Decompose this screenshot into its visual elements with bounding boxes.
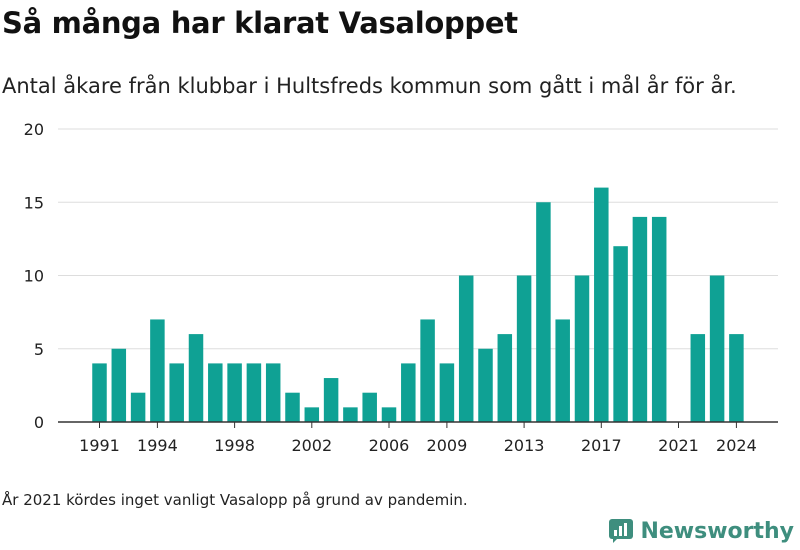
bar-2023 <box>709 275 725 422</box>
bar-2015 <box>555 319 570 422</box>
brand-name: Newsworthy <box>640 518 794 544</box>
x-tick-label: 2013 <box>504 436 545 455</box>
footnote: År 2021 kördes inget vanligt Vasalopp på… <box>2 491 468 509</box>
bar-2010 <box>458 275 474 422</box>
bar-2000 <box>265 363 281 422</box>
y-tick-label: 0 <box>34 413 44 432</box>
x-tick-label: 2017 <box>581 436 622 455</box>
bar-2002 <box>304 407 320 422</box>
bar-2003 <box>323 378 339 422</box>
bar-2019 <box>632 216 648 422</box>
bar-2011 <box>478 348 493 422</box>
grid-lines <box>58 128 778 350</box>
bar-2008 <box>420 319 435 422</box>
bar-2018 <box>613 246 628 422</box>
bar-2004 <box>343 407 358 422</box>
x-tick-label: 1991 <box>79 436 120 455</box>
x-tick-label: 2024 <box>716 436 757 455</box>
x-tick-label: 2006 <box>369 436 410 455</box>
x-tick-label: 1998 <box>214 436 255 455</box>
newsworthy-logo-icon <box>609 519 634 543</box>
bar-1991 <box>92 363 107 422</box>
x-tick-label: 2021 <box>658 436 699 455</box>
bar-2007 <box>401 363 416 422</box>
bar-1998 <box>227 363 242 422</box>
chart-title: Så många har klarat Vasaloppet <box>2 6 518 40</box>
x-tick-label: 2009 <box>427 436 468 455</box>
bar-2006 <box>381 407 397 422</box>
bar-1992 <box>111 348 127 422</box>
brand-logo: Newsworthy <box>608 518 794 544</box>
bar-1997 <box>208 363 223 422</box>
y-axis-ticks: 0 5 10 15 20 <box>24 120 44 432</box>
bar-2016 <box>574 275 590 422</box>
bar-2022 <box>690 334 706 422</box>
bar-2024 <box>729 334 744 422</box>
bars <box>92 187 744 422</box>
bar-2009 <box>439 363 455 422</box>
bar-2017 <box>594 187 609 422</box>
x-tick-label: 2002 <box>291 436 332 455</box>
bar-2013 <box>516 275 532 422</box>
bar-2001 <box>285 392 300 422</box>
bar-1994 <box>150 319 165 422</box>
bar-1995 <box>169 363 184 422</box>
bar-2012 <box>497 334 513 422</box>
y-tick-label: 5 <box>34 340 44 359</box>
bar-2014 <box>536 202 551 422</box>
bar-1996 <box>188 334 204 422</box>
chart-subtitle: Antal åkare från klubbar i Hultsfreds ko… <box>2 74 737 98</box>
y-tick-label: 15 <box>24 193 44 212</box>
y-tick-label: 20 <box>24 120 44 139</box>
bar-1999 <box>246 363 262 422</box>
y-tick-label: 10 <box>24 267 44 286</box>
x-tick-label: 1994 <box>137 436 178 455</box>
bar-2020 <box>651 216 667 422</box>
bar-1993 <box>130 392 146 422</box>
bar-2005 <box>362 392 377 422</box>
x-axis: 1991 1994 1998 2002 2006 2009 2013 2017 2021 2024 <box>58 421 778 455</box>
